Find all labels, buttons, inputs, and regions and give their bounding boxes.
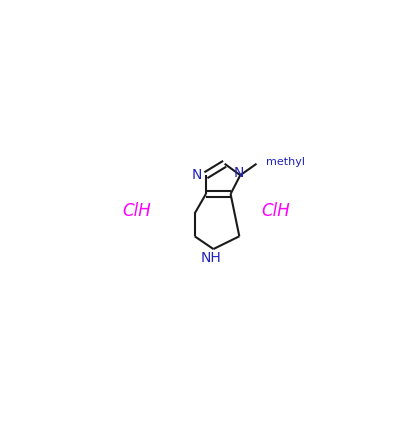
Text: ClH: ClH [122, 202, 151, 220]
Text: methyl: methyl [266, 157, 305, 167]
Text: ClH: ClH [261, 202, 290, 220]
Text: N: N [233, 166, 244, 180]
Text: NH: NH [201, 252, 221, 266]
Text: N: N [191, 168, 202, 182]
